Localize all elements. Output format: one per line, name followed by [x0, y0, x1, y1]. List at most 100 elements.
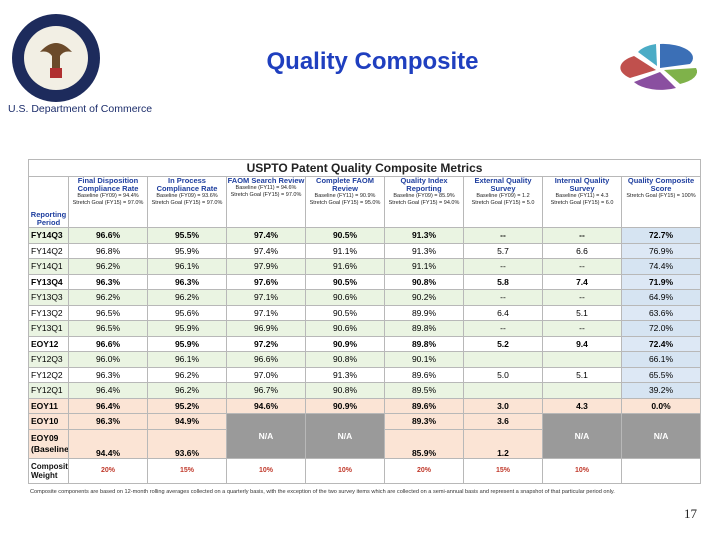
value-cell: --: [463, 227, 543, 244]
value-cell: 94.6%: [226, 397, 306, 414]
column-baseline: Baseline (FY09) = 85.9%: [393, 193, 455, 199]
data-row: FY13Q2 96.5% 95.6% 97.1% 90.5% 89.9% 6.4 5.1 63.…: [28, 304, 702, 321]
period-cell: FY14Q1: [28, 258, 69, 275]
data-row: FY12Q3 96.0% 96.1% 96.6% 90.8% 90.1% 66.1%: [28, 351, 702, 368]
value-cell: 5.7: [463, 242, 543, 259]
value-cell: 3.0: [463, 397, 543, 414]
period-cell: FY13Q4: [28, 273, 69, 290]
title-row: USPTO Patent Quality Composite Metrics: [27, 159, 702, 177]
value-cell: 90.5%: [305, 227, 385, 244]
value-cell: 90.5%: [305, 304, 385, 321]
table-title: USPTO Patent Quality Composite Metrics: [27, 159, 702, 177]
value-cell: 91.3%: [384, 227, 464, 244]
value-cell: 0.0%: [620, 397, 702, 414]
data-row: EOY09 (Baseline) 94.4% 93.6% 85.9% 1.2: [28, 428, 701, 459]
value-cell: 91.3%: [384, 242, 464, 259]
value-cell: 95.5%: [147, 227, 227, 244]
value-cell: 94.9%: [147, 413, 227, 430]
value-cell: 90.1%: [384, 351, 464, 368]
value-cell: 90.2%: [384, 289, 464, 306]
period-cell: FY12Q1: [28, 382, 69, 399]
value-cell: 64.9%: [620, 289, 702, 306]
value-cell: 89.6%: [384, 366, 464, 383]
value-cell: [463, 351, 543, 368]
value-cell: 96.2%: [147, 366, 227, 383]
value-cell: 85.9%: [384, 428, 464, 459]
value-cell: 39.2%: [620, 382, 702, 399]
value-cell: 4.3: [542, 397, 622, 414]
column-baseline: Baseline (FY11) = 90.9%: [314, 193, 376, 199]
value-cell: 97.4%: [226, 227, 306, 244]
value-cell: 72.0%: [620, 320, 702, 337]
pie-slice: [634, 72, 676, 90]
value-cell: N/A: [305, 413, 385, 459]
value-cell: 96.0%: [68, 351, 148, 368]
value-cell: 89.6%: [384, 397, 464, 414]
data-row: FY13Q3 96.2% 96.2% 97.1% 90.6% 90.2% -- -- 64.9%: [28, 289, 702, 306]
column-goal: Stretch Goal (FY15) = 94.0%: [388, 200, 460, 206]
column-goal: Stretch Goal (FY15) = 97.0%: [230, 192, 302, 198]
value-cell: 89.5%: [384, 382, 464, 399]
column-header: External Quality Survey Baseline (FY09) =…: [463, 176, 543, 228]
weight-row: Composite Weight 20% 15% 10% 10% 20% 15% 10%: [28, 457, 702, 484]
data-row: FY14Q1 96.2% 96.1% 97.9% 91.6% 91.1% -- -- 74.4%: [28, 258, 702, 275]
pie-slice: [664, 68, 698, 84]
value-cell: 74.4%: [620, 258, 702, 275]
value-cell: 89.8%: [384, 320, 464, 337]
value-cell: 5.2: [463, 335, 543, 352]
period-cell: FY14Q3: [28, 227, 69, 244]
value-cell: 90.8%: [305, 351, 385, 368]
data-row: EOY10 96.3% 94.9% N/A N/A 89.3% 3.6 N/A N/A: [28, 413, 702, 459]
value-cell: --: [463, 289, 543, 306]
value-cell: 5.8: [463, 273, 543, 290]
column-header: Internal Quality Survey Baseline (FY11) =…: [542, 176, 622, 228]
value-cell: 96.1%: [147, 351, 227, 368]
value-cell: 96.5%: [68, 320, 148, 337]
value-cell: N/A: [620, 413, 702, 459]
column-name: Internal Quality Survey: [554, 176, 610, 193]
column-name: In Process Compliance Rate: [156, 176, 218, 193]
value-cell: 9.4: [542, 335, 622, 352]
column-name: External Quality Survey: [474, 176, 532, 193]
column-goal: Stretch Goal (FY15) = 97.0%: [151, 200, 223, 206]
value-cell: 3.6: [463, 413, 543, 430]
period-cell: FY12Q3: [28, 351, 69, 368]
column-header: Quality Composite Score Stretch Goal (FY1…: [620, 176, 702, 228]
value-cell: 95.6%: [147, 304, 227, 321]
value-cell: --: [463, 320, 543, 337]
value-cell: 96.1%: [147, 258, 227, 275]
weight-cell: [620, 457, 702, 484]
seal-eagle: [40, 43, 72, 74]
column-baseline: Baseline (FY11) = 4.3: [555, 193, 609, 199]
value-cell: 90.9%: [305, 397, 385, 414]
subtitle: U.S. Department of Commerce: [8, 103, 153, 115]
slide-title: Quality Composite: [266, 48, 479, 75]
pie-icon: [620, 43, 698, 90]
value-cell: 96.3%: [68, 366, 148, 383]
data-row: FY14Q3 96.6% 95.5% 97.4% 90.5% 91.3% -- -- 72.7%: [28, 227, 702, 244]
value-cell: 90.5%: [305, 273, 385, 290]
value-cell: --: [542, 227, 622, 244]
value-cell: 97.6%: [226, 273, 306, 290]
period-cell: FY13Q2: [28, 304, 69, 321]
value-cell: 91.1%: [305, 242, 385, 259]
value-cell: 89.9%: [384, 304, 464, 321]
value-cell: 96.6%: [226, 351, 306, 368]
period-cell: FY13Q3: [28, 289, 69, 306]
weight-cell: 15%: [147, 457, 227, 484]
value-cell: N/A: [542, 413, 622, 459]
data-row: FY12Q2 96.3% 96.2% 97.0% 91.3% 89.6% 5.0 5.1 65.…: [28, 366, 702, 383]
period-cell: EOY09 (Baseline): [28, 428, 69, 459]
value-cell: 96.3%: [68, 273, 148, 290]
column-name: Final Disposition Compliance Rate: [77, 176, 139, 193]
value-cell: 6.6: [542, 242, 622, 259]
value-cell: 89.8%: [384, 335, 464, 352]
value-cell: 97.2%: [226, 335, 306, 352]
value-cell: --: [542, 258, 622, 275]
page-number: 17: [684, 506, 697, 521]
value-cell: 5.0: [463, 366, 543, 383]
value-cell: 96.4%: [68, 397, 148, 414]
value-cell: 96.5%: [68, 304, 148, 321]
column-baseline: Baseline (FY09) = 93.6%: [156, 193, 218, 199]
